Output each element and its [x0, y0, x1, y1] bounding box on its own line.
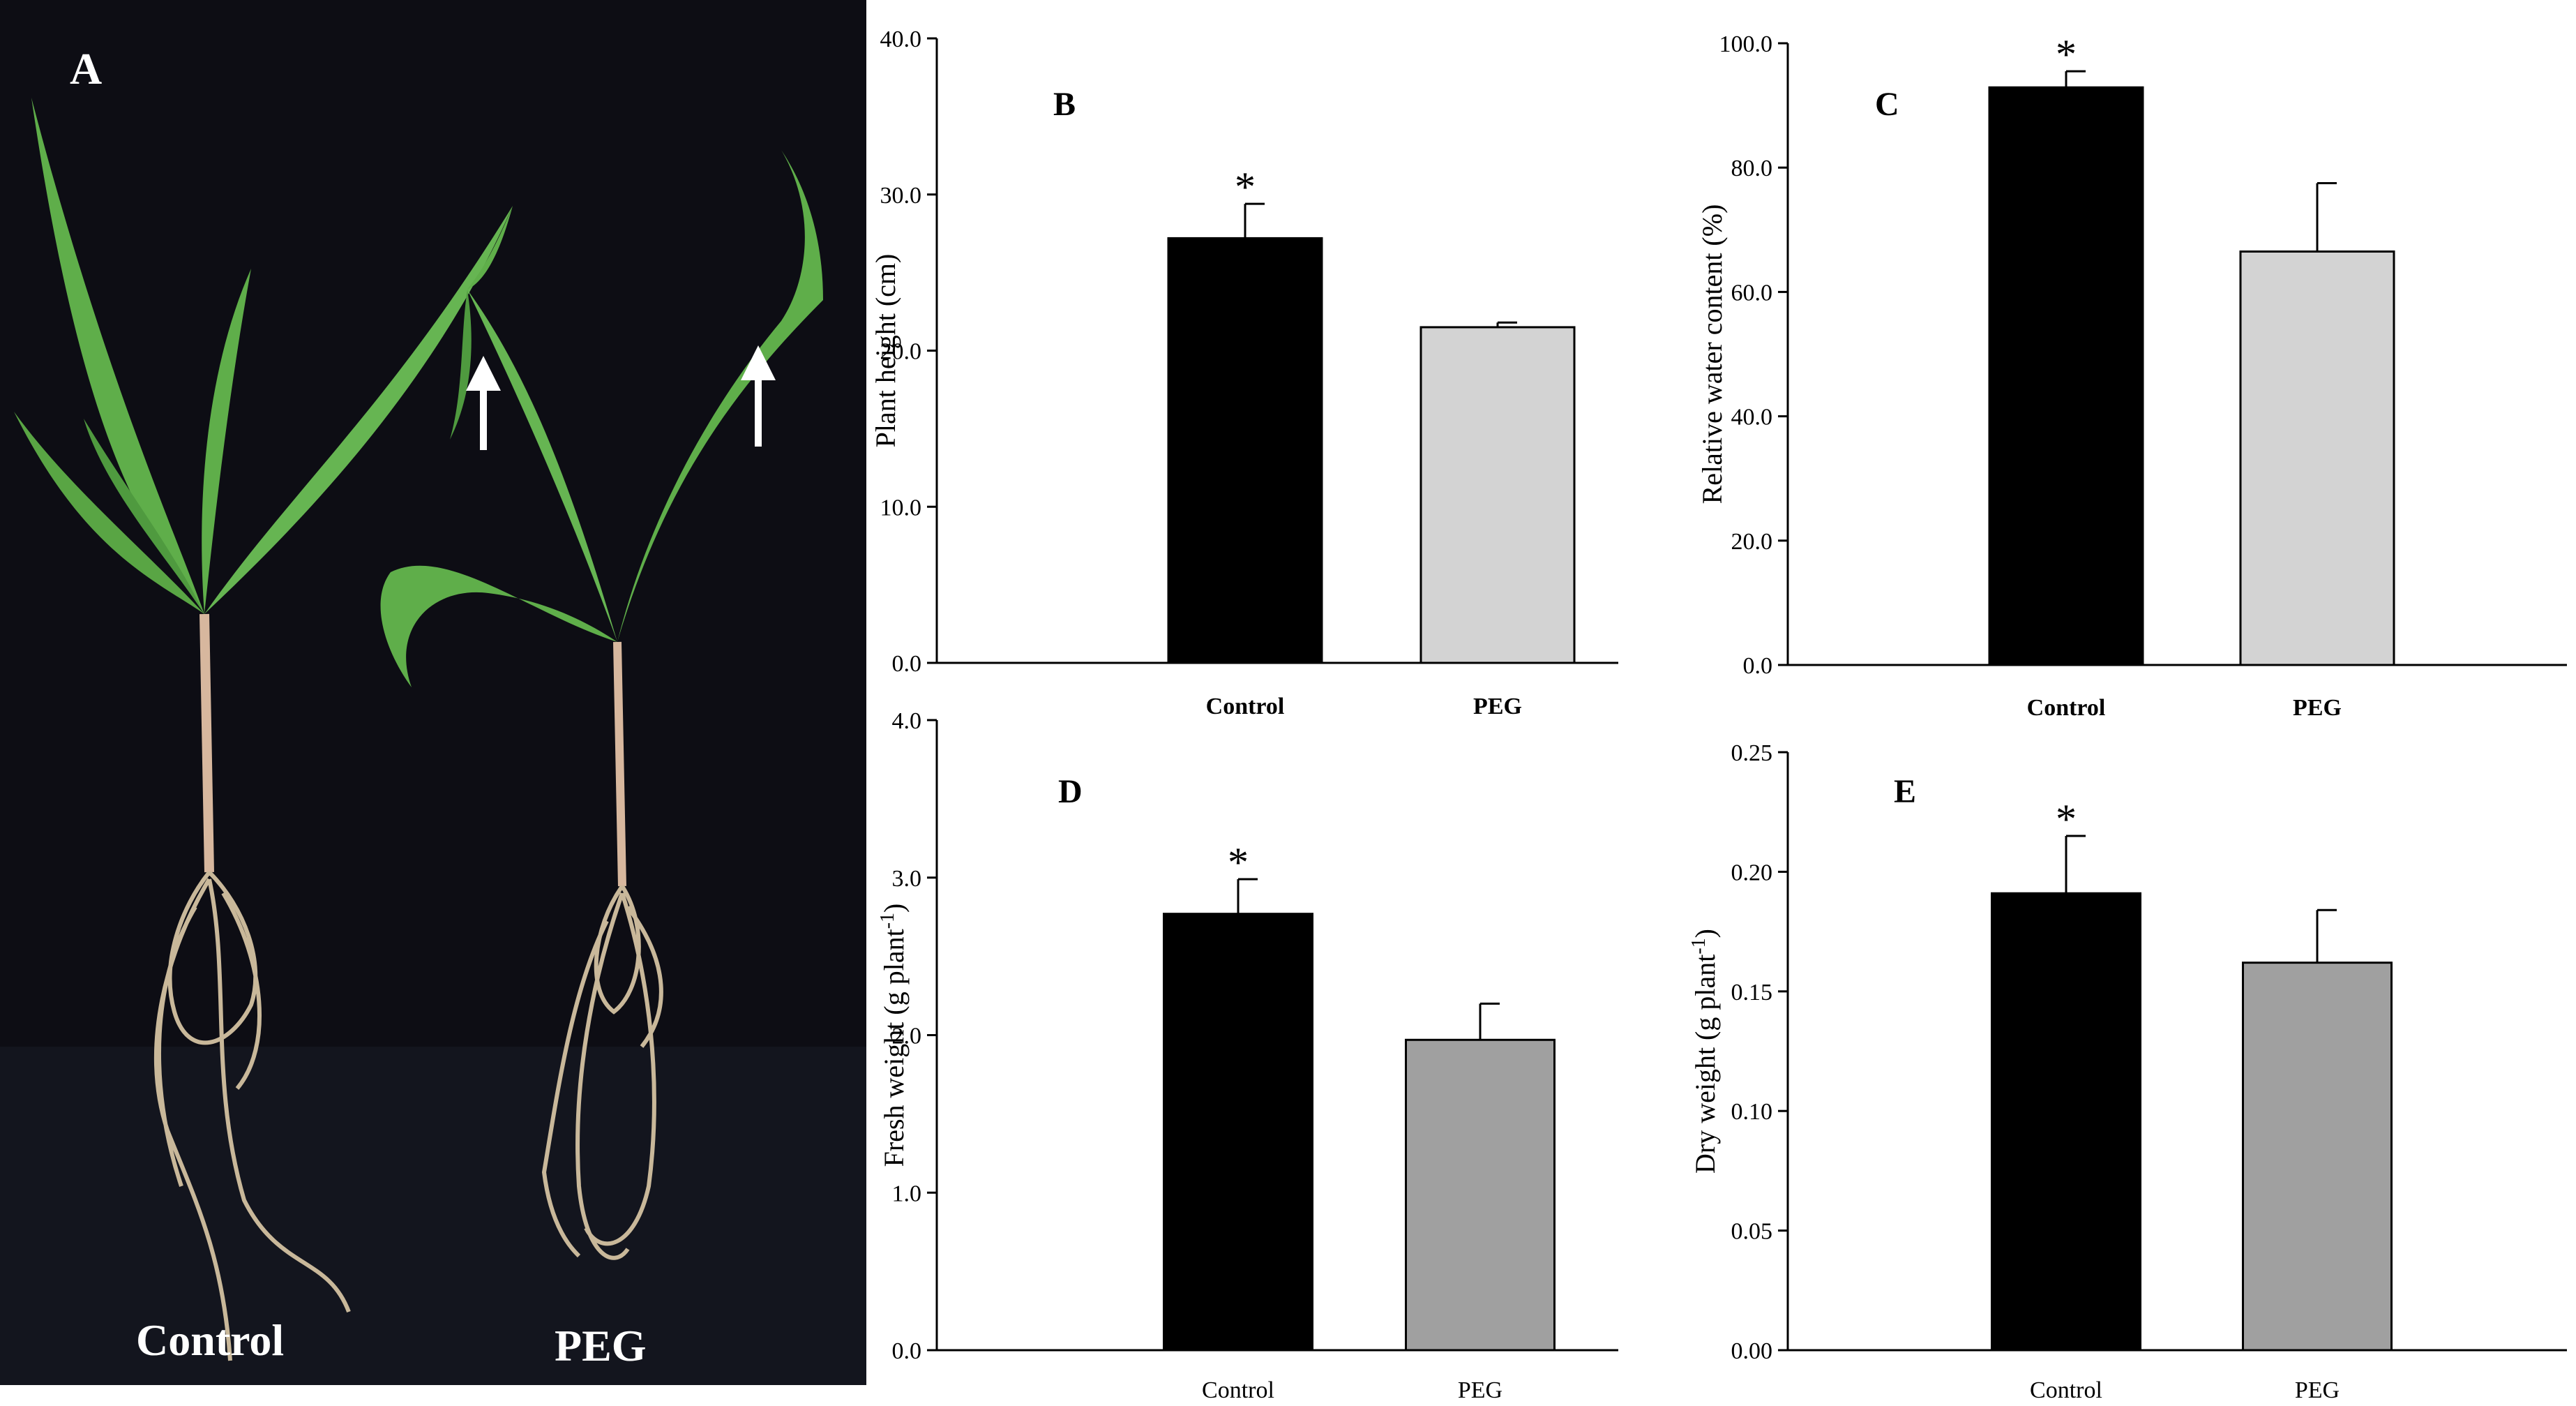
bar [2242, 962, 2393, 1352]
bar [2239, 250, 2395, 666]
significance-marker: * [1235, 164, 1256, 210]
bar [1167, 237, 1323, 664]
y-tick-label: 80.0 [1731, 156, 1773, 181]
x-category-label: PEG [2293, 695, 2342, 721]
photo-panel-label: A [70, 44, 102, 94]
y-tick-label: 30.0 [880, 183, 922, 209]
arrow-icon [466, 356, 501, 450]
y-tick-label: 40.0 [1731, 405, 1773, 431]
y-tick-label: 20.0 [1731, 529, 1773, 555]
control-leaf [202, 269, 251, 614]
significance-marker: * [2056, 31, 2077, 77]
control-leaf [84, 419, 204, 614]
x-category-label: Control [1202, 1377, 1274, 1403]
panel-label: C [1875, 86, 1899, 123]
control-leaf [204, 206, 513, 614]
y-axis-title-superscript: -1 [1688, 938, 1710, 954]
significance-marker: * [1228, 839, 1249, 885]
y-tick-label: 60.0 [1731, 280, 1773, 306]
peg-roots [541, 885, 663, 1260]
y-tick-label: 20.0 [880, 339, 922, 365]
control-plant: Control [14, 98, 513, 1365]
y-tick-label: 0.15 [1731, 980, 1773, 1005]
x-category-label: PEG [1458, 1377, 1502, 1403]
x-category-label: Control [2027, 695, 2106, 721]
y-tick-label: 1.0 [892, 1181, 922, 1206]
chart-panel-b: 0.0 10.0 20.0 30.0 40.0 Plant height (cm) B * Co… [870, 27, 1618, 719]
panel-label: B [1053, 86, 1076, 123]
y-tick-label: 0.25 [1731, 740, 1773, 766]
control-stem [199, 613, 214, 873]
bar [1991, 892, 2141, 1352]
y-axis-title: Plant height (cm) [870, 254, 901, 448]
y-tick-label: 3.0 [892, 866, 922, 892]
bar [1405, 1038, 1556, 1352]
photo-lower-shade [0, 1047, 866, 1385]
y-axis-title-end: ) [1689, 929, 1721, 938]
y-tick-label: 0.05 [1731, 1219, 1773, 1245]
y-tick-label: 0.0 [892, 1338, 922, 1364]
y-tick-label: 100.0 [1719, 31, 1773, 57]
x-category-label: PEG [2295, 1377, 2340, 1403]
panel-label: E [1894, 773, 1916, 810]
y-axis-title-end: ) [878, 904, 910, 913]
y-axis-title: Relative water content (%) [1696, 204, 1728, 504]
control-plant-label: Control [136, 1315, 284, 1365]
x-category-label: Control [2030, 1377, 2102, 1403]
y-axis-title: Dry weight (g plant-1) [1688, 929, 1721, 1174]
y-tick-label: 0.00 [1731, 1338, 1773, 1364]
x-category-label: PEG [1473, 694, 1522, 719]
peg-leaf [450, 290, 472, 440]
bar [1419, 326, 1576, 664]
y-tick-label: 0.0 [1743, 653, 1773, 679]
y-tick-label: 0.20 [1731, 860, 1773, 885]
y-tick-label: 0.0 [892, 651, 922, 677]
y-axis-title-superscript: -1 [877, 913, 898, 929]
y-axis-title: Fresh weight (g plant-1) [877, 904, 910, 1167]
peg-leaf [617, 150, 823, 642]
y-tick-label: 4.0 [892, 708, 922, 734]
y-tick-label: 0.10 [1731, 1099, 1773, 1125]
bar [1163, 913, 1313, 1352]
chart-panel-d: 0.0 1.0 2.0 3.0 4.0 Fresh weight (g plant-1) D… [877, 708, 1618, 1403]
y-tick-label: 40.0 [880, 27, 922, 52]
chart-panel-e: 0.00 0.05 0.10 0.15 0.20 0.25 Dry weight (g pl… [1688, 740, 2567, 1403]
peg-plant-label: PEG [555, 1321, 647, 1370]
chart-panel-c: 0.0 20.0 40.0 60.0 80.0 100.0 Relative water c… [1696, 31, 2567, 721]
y-tick-label: 2.0 [892, 1024, 922, 1049]
y-tick-label: 10.0 [880, 495, 922, 521]
peg-stem [613, 641, 626, 887]
peg-plant: PEG [380, 150, 823, 1370]
panel-label: D [1058, 773, 1083, 810]
peg-leaf [380, 565, 617, 687]
x-category-label: Control [1206, 694, 1285, 719]
arrow-icon [741, 345, 776, 447]
bar [1988, 86, 2144, 666]
significance-marker: * [2056, 796, 2077, 842]
seedling-photo: A Control PEG [0, 0, 866, 1385]
control-roots [153, 870, 351, 1361]
